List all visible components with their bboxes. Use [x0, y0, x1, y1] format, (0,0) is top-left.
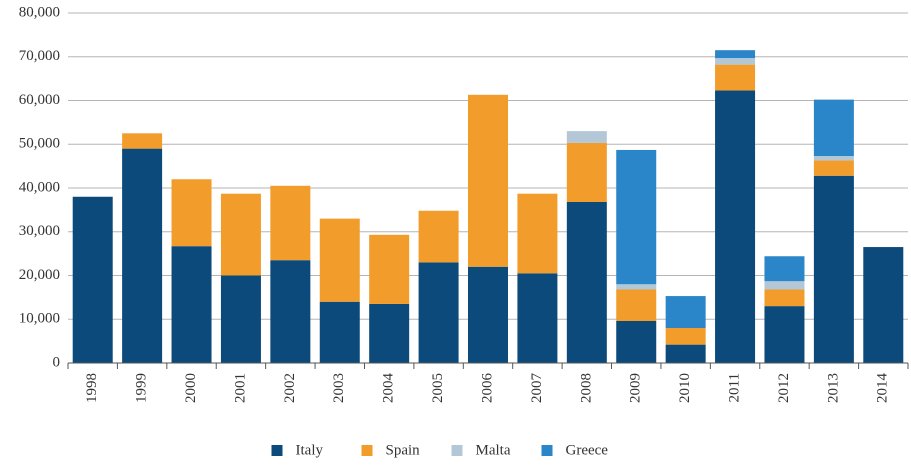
bar-segment	[270, 185, 311, 261]
y-tick-label: 80,000	[19, 4, 60, 20]
y-tick-label: 30,000	[19, 223, 60, 239]
bar-segment	[517, 273, 558, 363]
legend-label: Greece	[566, 442, 609, 458]
x-tick-label: 2004	[381, 373, 397, 404]
y-tick-label: 40,000	[19, 179, 60, 195]
bar-segment	[813, 160, 854, 176]
legend-swatch	[271, 445, 283, 456]
bar-segment	[418, 262, 459, 363]
bar-segment	[764, 281, 805, 290]
x-tick-label: 2010	[677, 373, 693, 403]
x-tick-label: 2009	[628, 373, 644, 403]
y-tick-label: 70,000	[19, 48, 60, 64]
y-tick-label: 10,000	[19, 311, 60, 327]
bar-segment	[566, 131, 607, 143]
bar-segment	[813, 175, 854, 363]
bar-segment	[665, 328, 706, 345]
bar-segment	[715, 50, 756, 59]
legend-swatch	[451, 445, 463, 456]
bar-segment	[468, 266, 508, 363]
x-tick-label: 2013	[825, 373, 841, 403]
y-tick-label: 60,000	[19, 92, 60, 108]
y-tick-label: 20,000	[19, 267, 60, 283]
bar-segment	[171, 179, 212, 247]
bar-segment	[418, 210, 459, 263]
x-tick-label: 1998	[84, 373, 100, 403]
bar-segment	[715, 58, 756, 65]
bar-segment	[72, 196, 113, 363]
x-tick-label: 2014	[875, 373, 891, 404]
bar-segment	[517, 193, 558, 274]
x-tick-label: 2002	[282, 373, 298, 403]
bar-segment	[813, 99, 854, 157]
x-tick-label: 2005	[430, 373, 446, 403]
y-tick-label: 50,000	[19, 136, 60, 152]
legend-label: Malta	[476, 442, 511, 458]
bar-segment	[566, 202, 607, 363]
bar-segment	[270, 260, 311, 363]
bar-segment	[220, 275, 261, 363]
bar-segment	[863, 247, 904, 363]
bar-segment	[369, 234, 410, 304]
bar-segment	[319, 218, 360, 302]
bar-segment	[616, 321, 657, 363]
bar-segment	[665, 344, 706, 363]
bar-segment	[764, 289, 805, 307]
legend-label: Spain	[386, 442, 421, 458]
bar-segment	[764, 256, 805, 282]
bar-segment	[220, 193, 261, 276]
x-tick-label: 2006	[479, 373, 495, 404]
bar-segment	[715, 64, 756, 91]
y-tick-label: 0	[53, 354, 61, 370]
bar-segment	[616, 284, 657, 290]
x-tick-label: 2008	[578, 373, 594, 403]
bar-segment	[764, 306, 805, 363]
x-tick-label: 2007	[529, 373, 545, 404]
bar-segment	[616, 289, 657, 321]
x-tick-label: 2000	[183, 373, 199, 403]
bar-segment	[122, 148, 163, 363]
bar-segment	[369, 303, 410, 363]
bar-segment	[616, 149, 657, 285]
legend-label: Italy	[296, 442, 324, 458]
bar-segment	[171, 246, 212, 363]
x-tick-label: 2001	[232, 373, 248, 403]
bar-segment	[468, 94, 508, 267]
x-tick-label: 2012	[776, 373, 792, 403]
bar-segment	[813, 156, 854, 161]
bar-segment	[122, 133, 163, 149]
bar-segment	[715, 90, 756, 363]
x-tick-label: 2011	[726, 373, 742, 402]
x-tick-label: 1999	[134, 373, 150, 403]
bar-segment	[566, 142, 607, 202]
bar-segment	[665, 296, 706, 328]
legend-swatch	[361, 445, 373, 456]
bar-segment	[319, 301, 360, 363]
legend-swatch	[541, 445, 553, 456]
x-tick-label: 2003	[331, 373, 347, 403]
